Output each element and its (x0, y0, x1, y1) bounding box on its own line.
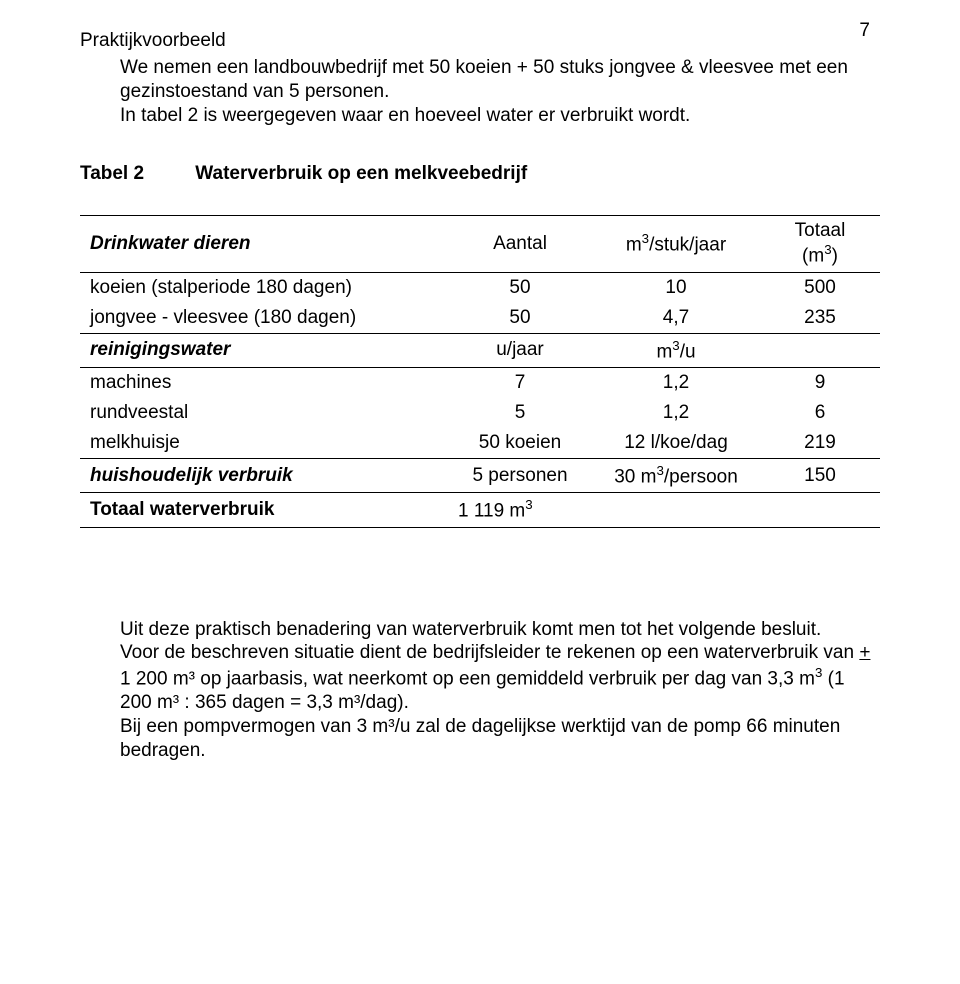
table-row: jongvee - vleesvee (180 dagen) 50 4,7 23… (80, 303, 880, 334)
header-drinkwater: Drinkwater dieren (80, 216, 448, 272)
table-row: huishoudelijk verbruik 5 personen 30 m3/… (80, 458, 880, 492)
cell-empty (760, 493, 880, 527)
cell-melkhuisje-c: 219 (760, 428, 880, 459)
header-totaal-line2b: ) (832, 246, 838, 267)
cell-huis-b: 30 m3/persoon (592, 458, 760, 492)
table-subheader-row: reinigingswater u/jaar m3/u (80, 333, 880, 367)
cell-koeien-label: koeien (stalperiode 180 dagen) (80, 272, 448, 303)
table-caption: Tabel 2 Waterverbruik op een melkveebedr… (80, 163, 880, 185)
header-m3u-prefix: m (656, 341, 672, 362)
header-reinigingswater: reinigingswater (80, 333, 448, 367)
cell-melkhuisje-a: 50 koeien (448, 428, 592, 459)
cell-rundveestal-label: rundveestal (80, 398, 448, 428)
closing-line2a: Voor de beschreven situatie dient de bed… (120, 642, 859, 663)
closing-line1: Uit deze praktisch benadering van waterv… (120, 619, 821, 640)
table-row: koeien (stalperiode 180 dagen) 50 10 500 (80, 272, 880, 303)
cell-totaal-value: 1 119 m3 (448, 493, 592, 527)
cell-jongvee-m3: 4,7 (592, 303, 760, 334)
cell-huis-a: 5 personen (448, 458, 592, 492)
header-totaal-line1: Totaal (795, 220, 846, 241)
cell-koeien-totaal: 500 (760, 272, 880, 303)
intro-line2: In tabel 2 is weergegeven waar en hoevee… (120, 105, 690, 126)
header-m3stuk: m3/stuk/jaar (592, 216, 760, 272)
cell-melkhuisje-b: 12 l/koe/dag (592, 428, 760, 459)
cell-rundveestal-b: 1,2 (592, 398, 760, 428)
header-m3stuk-prefix: m (626, 235, 642, 256)
cell-koeien-aantal: 50 (448, 272, 592, 303)
cell-machines-a: 7 (448, 367, 592, 398)
cell-koeien-m3: 10 (592, 272, 760, 303)
cell-machines-b: 1,2 (592, 367, 760, 398)
header-m3u-sup: 3 (672, 338, 679, 353)
cell-jongvee-aantal: 50 (448, 303, 592, 334)
cell-jongvee-label: jongvee - vleesvee (180 dagen) (80, 303, 448, 334)
table-row: rundveestal 5 1,2 6 (80, 398, 880, 428)
header-m3u: m3/u (592, 333, 760, 367)
table-header-row: Drinkwater dieren Aantal m3/stuk/jaar To… (80, 216, 880, 272)
intro-paragraph: We nemen een landbouwbedrijf met 50 koei… (120, 56, 880, 127)
cell-totaal-value-prefix: 1 119 m (458, 501, 525, 522)
header-huishoudelijk: huishoudelijk verbruik (80, 458, 448, 492)
intro-line1: We nemen een landbouwbedrijf met 50 koei… (120, 57, 848, 102)
cell-huis-b-tail: /persoon (664, 466, 738, 487)
closing-underline-plus: + (859, 642, 870, 663)
table-caption-title: Waterverbruik op een melkveebedrijf (195, 163, 527, 184)
header-empty (760, 333, 880, 367)
water-usage-table: Drinkwater dieren Aantal m3/stuk/jaar To… (80, 215, 880, 527)
cell-totaal-label: Totaal waterverbruik (80, 493, 448, 527)
section-title: Praktijkvoorbeeld (80, 30, 880, 52)
closing-paragraph: Uit deze praktisch benadering van waterv… (120, 618, 880, 763)
cell-machines-c: 9 (760, 367, 880, 398)
header-totaal-line2a: (m (802, 246, 824, 267)
header-totaal: Totaal (m3) (760, 216, 880, 272)
cell-huis-b-prefix: 30 m (614, 466, 656, 487)
cell-jongvee-totaal: 235 (760, 303, 880, 334)
table-row: melkhuisje 50 koeien 12 l/koe/dag 219 (80, 428, 880, 459)
cell-machines-label: machines (80, 367, 448, 398)
table-total-row: Totaal waterverbruik 1 119 m3 (80, 493, 880, 527)
table-caption-number: Tabel 2 (80, 163, 190, 185)
cell-huis-c: 150 (760, 458, 880, 492)
closing-line3: Bij een pompvermogen van 3 m³/u zal de d… (120, 716, 840, 761)
cell-rundveestal-a: 5 (448, 398, 592, 428)
cell-totaal-value-sup: 3 (525, 497, 532, 512)
header-totaal-sup: 3 (824, 242, 831, 257)
cell-empty (592, 493, 760, 527)
cell-huis-b-sup: 3 (656, 463, 663, 478)
document-page: 7 Praktijkvoorbeeld We nemen een landbou… (0, 0, 960, 984)
cell-rundveestal-c: 6 (760, 398, 880, 428)
cell-melkhuisje-label: melkhuisje (80, 428, 448, 459)
header-ujaar: u/jaar (448, 333, 592, 367)
header-m3stuk-tail: /stuk/jaar (649, 235, 726, 256)
closing-line2b: 1 200 m³ op jaarbasis, wat neerkomt op e… (120, 668, 815, 689)
page-number: 7 (859, 20, 870, 42)
table-row: machines 7 1,2 9 (80, 367, 880, 398)
header-aantal: Aantal (448, 216, 592, 272)
header-m3stuk-sup: 3 (642, 231, 649, 246)
header-m3u-tail: /u (680, 341, 696, 362)
